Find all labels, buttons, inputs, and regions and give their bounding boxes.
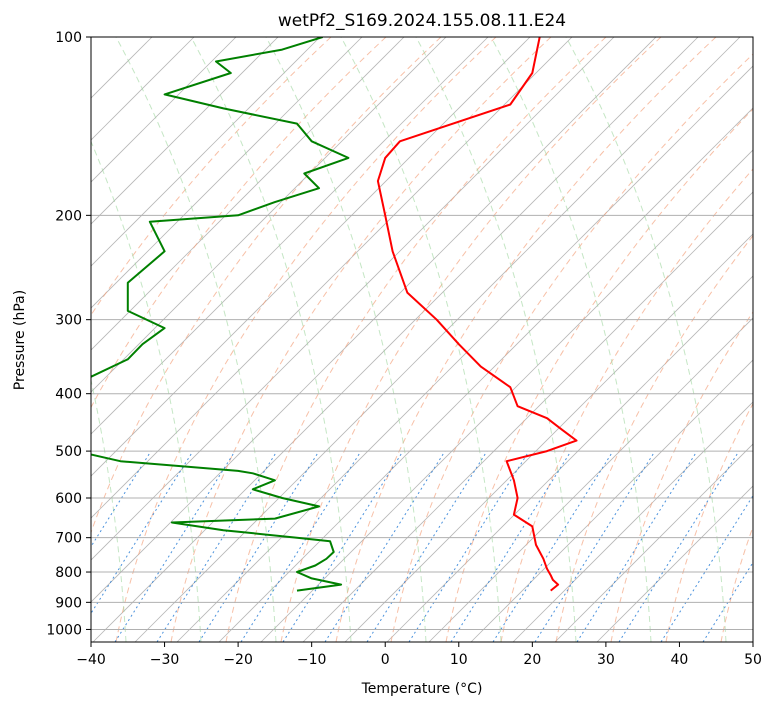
background-reference-lines (91, 37, 753, 642)
dry-adiabat-line (335, 37, 717, 642)
skew-isotherm-line (91, 37, 573, 519)
x-tick-label: 40 (671, 652, 689, 668)
x-tick-label: −10 (297, 652, 327, 668)
moist-adiabat-line (91, 378, 127, 642)
skew-isotherm-line (91, 37, 363, 309)
dry-adiabat-line (280, 37, 662, 642)
dry-adiabat-line (610, 311, 753, 642)
skew-isotherm-line (302, 191, 753, 642)
skew-isotherm-line (134, 37, 741, 642)
dry-adiabat-line (445, 108, 753, 642)
x-tick-label: 20 (523, 652, 541, 668)
grid (91, 37, 753, 630)
dry-adiabat-line (91, 37, 387, 409)
skew-isotherm-line (512, 401, 753, 642)
dry-adiabat-line (91, 37, 442, 534)
skew-isotherm-line (386, 275, 753, 642)
moist-adiabat-line (190, 37, 352, 642)
y-tick-label: 1000 (46, 622, 82, 638)
skew-isotherm-line (91, 37, 153, 99)
x-tick-label: 30 (597, 652, 615, 668)
dry-adiabat-line (91, 37, 332, 316)
x-tick-label: −20 (223, 652, 253, 668)
y-tick-label: 100 (55, 30, 82, 46)
moist-adiabat-line (565, 37, 727, 642)
dry-adiabat-line (170, 37, 552, 642)
skew-isotherm-line (91, 37, 447, 393)
dry-adiabat-line (390, 53, 753, 642)
dry-adiabat-line (665, 402, 753, 642)
skew-isotherm-line (554, 443, 753, 642)
x-tick-label: 50 (744, 652, 762, 668)
y-tick-label: 300 (55, 313, 82, 329)
dry-adiabat-line (500, 168, 753, 642)
skew-isotherm-line (92, 37, 699, 642)
axes: −40 −30 −20 −10 0 10 20 30 40 50 100 200 300 400 500 60… (46, 30, 762, 668)
y-tick-label: 900 (55, 595, 82, 611)
skew-isotherm-line (91, 37, 489, 435)
skew-isotherm-line (344, 233, 753, 642)
x-axis-label: Temperature (°C) (361, 681, 483, 697)
y-tick-label: 700 (55, 531, 82, 547)
moist-adiabat-line (490, 37, 652, 642)
skew-isotherm-line (596, 485, 753, 642)
plot-frame (90, 36, 754, 643)
y-tick-label: 800 (55, 565, 82, 581)
dry-adiabat-line (225, 37, 607, 642)
dry-adiabat-line (720, 525, 753, 642)
series-line-1 (91, 37, 350, 592)
skew-isotherm-line (176, 65, 753, 642)
skew-isotherm-line (470, 359, 753, 642)
dry-adiabat-line (115, 37, 497, 642)
x-tick-label: 0 (381, 652, 390, 668)
moist-adiabat-line (265, 37, 427, 642)
moist-adiabat-line (115, 37, 277, 642)
x-tick-label: 10 (450, 652, 468, 668)
skew-isotherm-line (91, 37, 615, 561)
x-tick-label: −40 (76, 652, 106, 668)
moist-adiabat-line (415, 37, 577, 642)
y-tick-label: 400 (55, 387, 82, 403)
x-tick-label: −30 (150, 652, 180, 668)
mixing-ratio-line (702, 561, 753, 642)
series-group (91, 37, 578, 592)
skew-isotherm-line (91, 37, 195, 141)
y-axis-label: Pressure (hPa) (12, 290, 28, 390)
skew-isotherm-line (91, 37, 657, 603)
moist-adiabat-line (91, 140, 202, 642)
y-tick-label: 500 (55, 444, 82, 460)
skew-isotherm-line (218, 107, 753, 642)
skew-isotherm-line (260, 149, 753, 642)
skew-isotherm-line (428, 317, 753, 642)
moist-adiabat-line (340, 37, 502, 642)
skew-isotherm-line (91, 37, 237, 183)
skew-isotherm-line (91, 37, 321, 267)
skew-isotherm-line (91, 37, 279, 225)
skew-isotherm-line (91, 37, 531, 477)
series-line-0 (376, 37, 578, 592)
y-tick-label: 600 (55, 491, 82, 507)
chart-title: wetPf2_S169.2024.155.08.11.E24 (278, 11, 566, 31)
y-tick-label: 200 (55, 208, 82, 224)
dry-adiabat-line (555, 234, 753, 642)
